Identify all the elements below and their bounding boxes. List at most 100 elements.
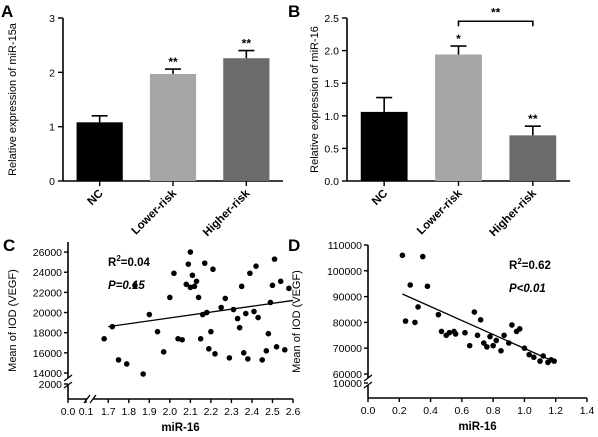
data-point (526, 351, 532, 358)
category-label: Higher-risk (201, 187, 253, 239)
data-point (212, 351, 218, 357)
bar-nc (360, 111, 408, 181)
data-point (435, 311, 442, 318)
data-point (123, 361, 130, 367)
data-point (412, 319, 418, 326)
x-tick-label: 1.8 (121, 406, 136, 418)
bracket-significance-label: ** (491, 5, 501, 19)
bar-lower-risk (435, 54, 482, 181)
data-point (236, 324, 243, 331)
y-tick-label: 0.0 (324, 176, 339, 188)
data-point (242, 310, 249, 317)
significance-label: ** (528, 112, 538, 126)
y-tick-label: 14000 (33, 368, 62, 380)
y-tick-label: 2.5 (324, 13, 339, 25)
data-point (183, 281, 190, 288)
x-tick-label: 2.2 (204, 406, 219, 418)
data-point (286, 285, 292, 292)
data-point (193, 278, 200, 285)
data-point (281, 347, 288, 353)
x-tick-label: 0.4 (423, 405, 438, 417)
y-tick-label: 110000 (328, 240, 362, 252)
data-point (516, 326, 523, 332)
r-squared-label: R2=0.04 (108, 254, 150, 269)
data-point (419, 253, 426, 260)
data-point (154, 328, 161, 335)
data-point (208, 328, 214, 335)
data-point (197, 335, 204, 342)
data-point (402, 318, 409, 324)
data-point (101, 335, 107, 342)
y-tick-label: 90000 (333, 292, 362, 304)
y-axis-title: Relative expression of miR-16 (309, 26, 321, 173)
y-tick-label: 20000 (33, 308, 62, 320)
data-point (269, 282, 276, 289)
data-point (238, 283, 245, 290)
data-point (273, 344, 280, 350)
y-axis-break-mark (63, 374, 73, 389)
data-point (171, 270, 177, 277)
category-label: Higher-risk (488, 187, 540, 239)
y-tick-label: 22000 (33, 287, 62, 299)
category-label: NC (86, 188, 106, 208)
data-point (185, 261, 192, 267)
data-point (471, 309, 478, 315)
data-point (253, 263, 259, 269)
x-tick-label: 0.2 (392, 405, 407, 417)
x-tick-label: 1.4 (580, 405, 595, 417)
data-point (132, 282, 138, 289)
data-point (201, 260, 208, 266)
data-point (487, 333, 493, 340)
bar-higher-risk (509, 135, 557, 181)
bar-higher-risk (223, 58, 270, 181)
panel-letter-a: A (1, 2, 13, 21)
category-label: Lower-risk (415, 187, 465, 237)
data-point (424, 283, 431, 290)
data-point (415, 304, 421, 310)
significance-label: * (456, 32, 461, 46)
panel-c-scatter-plot: 14000 16000 18000 20000 22000 24000 26000 2000 M… (7, 242, 300, 434)
significance-label: ** (242, 37, 252, 51)
data-point (206, 346, 212, 352)
x-axis-title: miR-16 (458, 421, 496, 433)
data-point (218, 304, 224, 311)
data-point (531, 354, 537, 361)
data-point (265, 330, 272, 337)
data-point (115, 357, 122, 363)
p-value-label: P<0.01 (509, 283, 546, 295)
y-tick-label: 26000 (33, 247, 62, 259)
x-tick-label: 0.6 (455, 405, 470, 417)
x-tick-label: 2.3 (224, 406, 239, 418)
y-tick-label: 1.0 (324, 111, 339, 123)
y-tick-label: 2.0 (324, 46, 339, 58)
data-point (146, 311, 153, 318)
x-axis-title: miR-16 (161, 422, 199, 434)
y-tick-label: 16000 (33, 348, 62, 360)
data-point (240, 350, 247, 356)
significance-label: ** (168, 55, 178, 69)
x-tick-label: 2.1 (183, 406, 198, 418)
y-tick-label: 24000 (33, 267, 62, 279)
data-point (247, 270, 253, 277)
data-point (537, 358, 543, 364)
data-point (498, 347, 504, 354)
regression-line (108, 299, 294, 328)
y-axis-title: Mean of IOD (VEGF) (7, 269, 19, 372)
x-tick-label: 1.2 (548, 405, 563, 417)
data-point (263, 348, 270, 354)
data-point (466, 342, 473, 349)
panel-a-bar-chart: 0 1 2 3 Relative expression of miR-15a NC ** Lo… (7, 13, 283, 239)
x-tick-label: 0.8 (486, 405, 501, 417)
data-point (493, 337, 500, 344)
data-point (477, 317, 484, 323)
panel-letter-d: D (288, 236, 300, 255)
data-point (480, 340, 487, 346)
category-label: Lower-risk (130, 187, 180, 237)
x-tick-label: 0.0 (61, 406, 76, 418)
panel-letter-b: B (288, 2, 300, 21)
data-point (484, 344, 490, 350)
y-tick-label: 3 (49, 13, 55, 25)
data-point (462, 329, 468, 336)
y-tick-label: 60000 (333, 369, 362, 381)
